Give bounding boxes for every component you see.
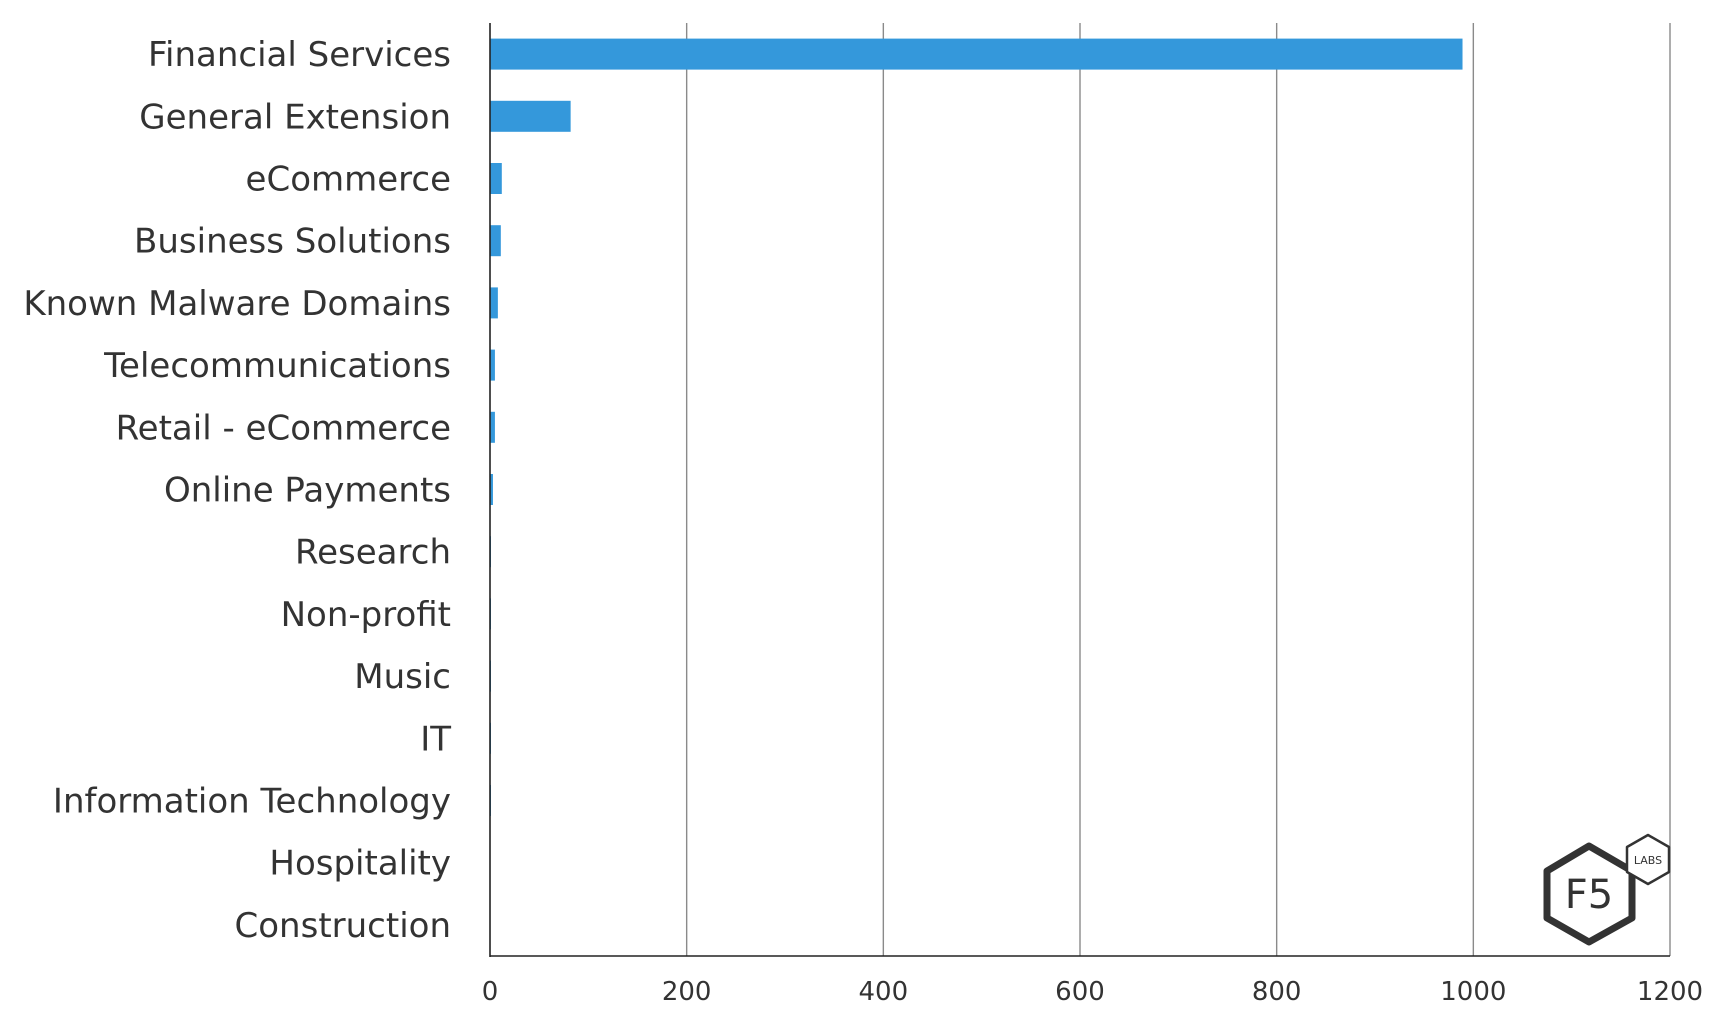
category-label: Music (354, 657, 451, 697)
x-tick-label: 800 (1252, 977, 1302, 1007)
bar (490, 38, 1463, 70)
category-label: Non-profit (281, 595, 451, 635)
category-labels: Financial Services General Extension eComm… (23, 35, 451, 946)
f5-logo-text: F5 (1565, 872, 1613, 918)
axes (489, 23, 1670, 957)
category-label: Research (295, 533, 451, 573)
bars (490, 38, 1463, 816)
bar (490, 163, 502, 194)
f5-labs-logo: F5 LABS (1543, 833, 1671, 946)
bar (490, 474, 493, 505)
bar (490, 287, 498, 319)
x-tick-label: 1000 (1440, 977, 1506, 1007)
x-tick-label: 200 (662, 977, 712, 1007)
category-label: Retail - eCommerce (116, 408, 451, 448)
bar (490, 349, 495, 381)
category-label: Financial Services (148, 35, 451, 75)
x-tick-label: 600 (1055, 977, 1105, 1007)
x-tick-labels: 0 200 400 600 800 1000 1200 (482, 977, 1703, 1007)
category-label: Telecommunications (103, 346, 451, 386)
x-tick-label: 400 (859, 977, 909, 1007)
category-label: Construction (235, 906, 451, 946)
labs-badge-hexagon (1625, 833, 1671, 886)
category-label: IT (420, 719, 451, 759)
category-label: eCommerce (246, 160, 451, 200)
category-label: Hospitality (269, 844, 451, 884)
category-label: Business Solutions (134, 222, 451, 262)
x-tick-label: 1200 (1637, 977, 1703, 1007)
category-label: General Extension (139, 97, 451, 137)
category-label: Known Malware Domains (23, 284, 451, 324)
bar (490, 411, 495, 443)
x-tick-label: 0 (482, 977, 499, 1007)
bar (490, 100, 571, 132)
category-label: Online Payments (164, 471, 451, 511)
gridlines (685, 23, 1671, 956)
labs-badge-text: LABS (1634, 854, 1662, 867)
category-label: Information Technology (53, 782, 451, 822)
bar (490, 225, 501, 257)
